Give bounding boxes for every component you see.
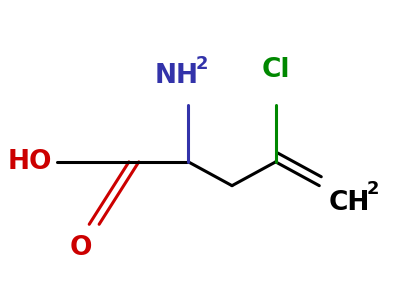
Text: CH: CH xyxy=(328,190,370,217)
Text: O: O xyxy=(70,235,92,261)
Text: 2: 2 xyxy=(196,55,208,73)
Text: NH: NH xyxy=(154,63,198,89)
Text: 2: 2 xyxy=(366,180,379,198)
Text: HO: HO xyxy=(8,149,52,175)
Text: Cl: Cl xyxy=(261,57,290,83)
